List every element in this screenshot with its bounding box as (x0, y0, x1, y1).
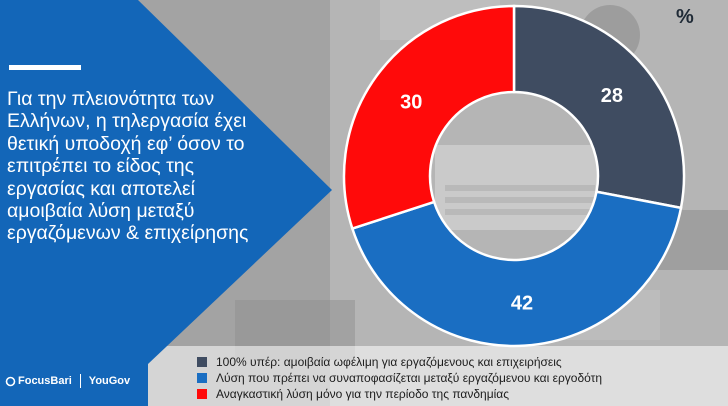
legend-swatch (197, 373, 207, 383)
legend-label: Λύση που πρέπει να συναποφασίζεται μεταξ… (216, 371, 603, 385)
legend-item: 100% υπέρ: αμοιβαία ωφέλιμη για εργαζόμε… (197, 354, 602, 370)
legend-item: Λύση που πρέπει να συναποφασίζεται μεταξ… (197, 370, 602, 386)
slice-value-label: 30 (400, 91, 422, 113)
yougov-logo: YouGov (88, 375, 131, 387)
focusbari-mark-icon (5, 376, 16, 386)
legend-swatch (197, 357, 207, 367)
legend-swatch (197, 389, 207, 399)
slice-value-label: 28 (601, 85, 623, 107)
slice-pandemic-only (342, 4, 516, 231)
slice-value-label: 42 (511, 293, 533, 315)
focusbari-logo: FocusBari (5, 375, 72, 387)
legend: 100% υπέρ: αμοιβαία ωφέλιμη για εργαζόμε… (197, 354, 602, 402)
slice-favourable (512, 4, 686, 210)
logo-divider (79, 374, 81, 388)
focusbari-label: FocusBari (18, 375, 72, 387)
accent-bar (9, 65, 81, 70)
logo-row: FocusBari YouGov (5, 372, 130, 390)
headline: Για την πλειονότητα των Ελλήνων, η τηλερ… (7, 88, 249, 245)
legend-label: 100% υπέρ: αμοιβαία ωφέλιμη για εργαζόμε… (216, 355, 562, 369)
legend-label: Αναγκαστική λύση μόνο για την περίοδο τη… (216, 387, 510, 401)
slice-codecided (350, 190, 683, 348)
unit-label: % (676, 6, 694, 28)
legend-item: Αναγκαστική λύση μόνο για την περίοδο τη… (197, 386, 602, 402)
